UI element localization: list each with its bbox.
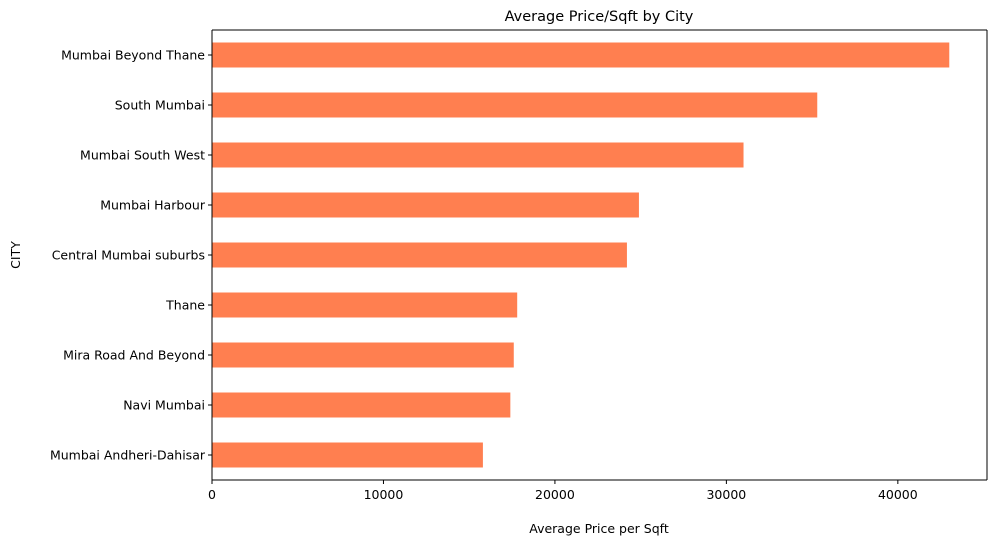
bar [212, 392, 511, 418]
y-tick-label: Mumbai Beyond Thane [61, 48, 205, 63]
y-tick-label: Navi Mumbai [123, 398, 205, 413]
y-axis-ticks: Mumbai Beyond Thane South Mumbai Mumbai So… [50, 48, 212, 463]
bar [212, 292, 518, 318]
y-axis-label: CITY [8, 241, 23, 269]
bar [212, 342, 514, 368]
bars-group [212, 42, 950, 468]
x-tick-label: 10000 [364, 487, 404, 502]
y-tick-label: Thane [165, 298, 205, 313]
bar [212, 142, 744, 168]
bar [212, 92, 818, 118]
y-tick-label: Mumbai South West [80, 148, 205, 163]
x-axis-ticks: 0 10000 20000 30000 40000 [208, 480, 918, 502]
y-tick-label: South Mumbai [115, 98, 205, 113]
bar [212, 242, 627, 268]
x-tick-label: 40000 [878, 487, 918, 502]
y-tick-label: Mumbai Harbour [100, 198, 206, 213]
y-tick-label: Central Mumbai suburbs [52, 248, 205, 263]
x-tick-label: 0 [208, 487, 216, 502]
y-tick-label: Mumbai Andheri-Dahisar [50, 448, 206, 463]
chart-title: Average Price/Sqft by City [505, 9, 694, 25]
bar [212, 42, 950, 68]
bar [212, 442, 483, 468]
x-tick-label: 20000 [535, 487, 575, 502]
x-axis-label: Average Price per Sqft [529, 521, 669, 536]
x-tick-label: 30000 [706, 487, 746, 502]
bar [212, 192, 639, 218]
y-tick-label: Mira Road And Beyond [63, 348, 205, 363]
